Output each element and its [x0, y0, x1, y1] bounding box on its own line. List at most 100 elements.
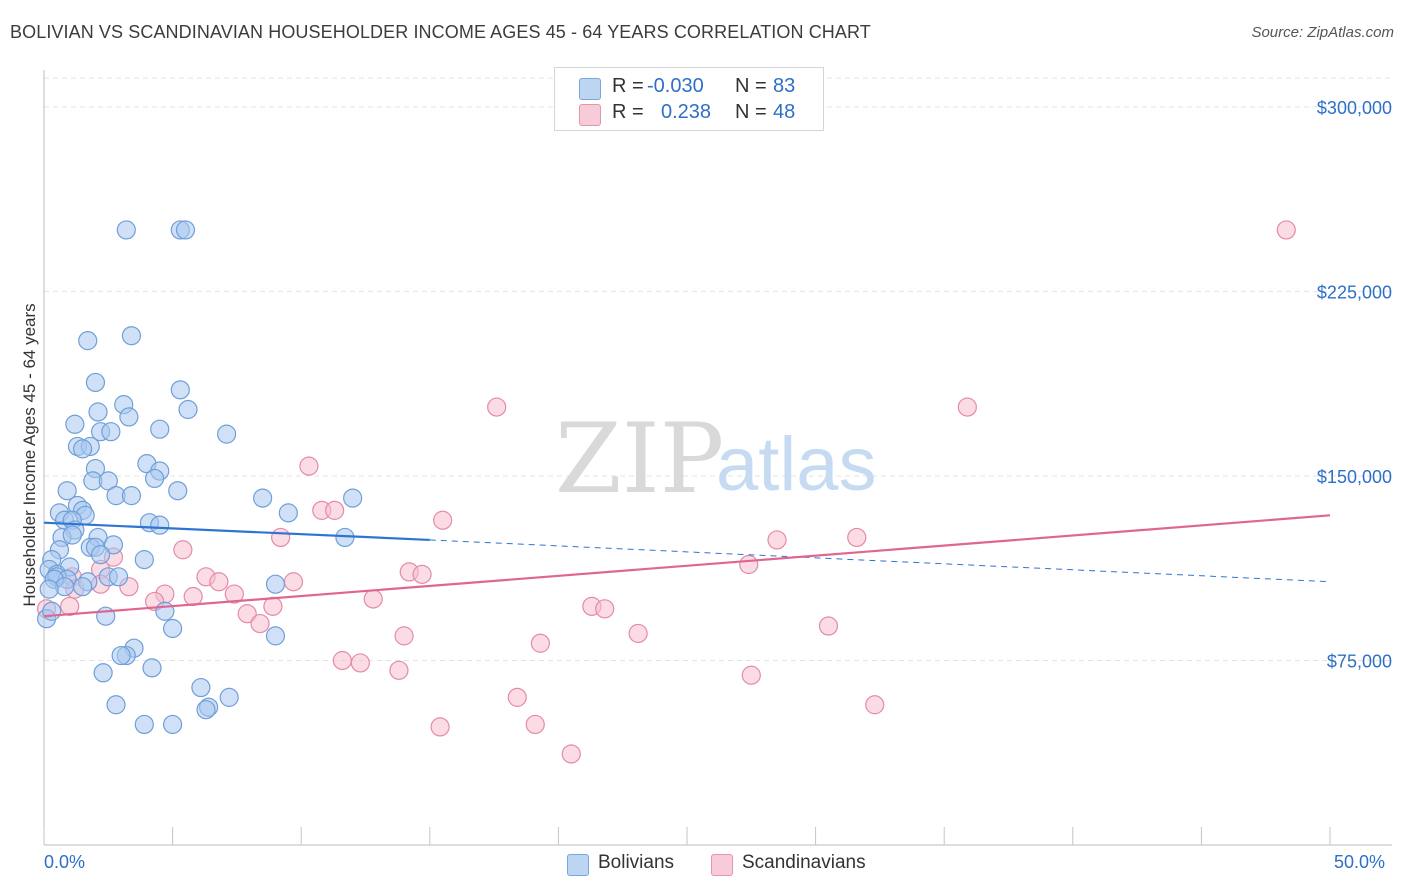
scandinavians-point	[433, 510, 453, 530]
scandinavians-point	[530, 633, 550, 653]
bolivians-point	[134, 550, 154, 570]
scandinavians-point	[224, 584, 244, 604]
scandinavians-point	[847, 527, 867, 548]
bolivians-point	[168, 481, 188, 501]
scandinavians-point	[389, 660, 409, 680]
bolivians-point	[178, 399, 198, 420]
scandinavians-point	[865, 695, 885, 715]
bolivians-point	[278, 503, 298, 523]
scandinavians-point	[250, 613, 270, 634]
chart-title: BOLIVIAN VS SCANDINAVIAN HOUSEHOLDER INC…	[10, 22, 871, 42]
scandinavians-point	[271, 527, 291, 548]
legend-r-value: -0.030	[647, 75, 704, 97]
bolivians-point	[65, 414, 85, 434]
trend-lines	[43, 514, 1331, 618]
legend-r-value: 0.238	[661, 101, 712, 123]
source-label: Source: ZipAtlas.com	[1251, 24, 1394, 41]
x-tick-label-min: 0.0%	[44, 852, 86, 872]
bolivians-point	[134, 714, 154, 735]
bolivians-point	[163, 618, 183, 639]
scandinavians-point	[363, 589, 383, 609]
gridlines	[44, 77, 1392, 661]
legend-swatch-bolivians	[579, 78, 601, 100]
bolivians-point	[219, 687, 239, 707]
bottom-legend-swatch-bolivians	[567, 854, 589, 876]
bolivians-trend-line	[43, 521, 430, 542]
bolivians-point	[265, 574, 286, 594]
scandinavians-point	[332, 650, 352, 671]
scandinavians-point	[525, 714, 545, 735]
y-tick-label: $75,000	[1327, 651, 1392, 671]
scandinavians-point	[325, 500, 345, 520]
legend-r-label: R =	[612, 75, 644, 97]
bolivians-point	[111, 645, 131, 666]
scandinavians-point	[1276, 220, 1296, 240]
bolivians-point	[155, 601, 175, 621]
scandinavians-point	[430, 717, 450, 737]
scandinavians-point	[60, 596, 80, 616]
scandinavians-point	[507, 687, 527, 707]
bolivians-points	[36, 220, 363, 735]
y-tick-labels: $75,000 $150,000 $225,000 $300,000	[1317, 98, 1392, 672]
scandinavians-point	[487, 397, 507, 417]
bolivians-point	[106, 695, 126, 715]
bolivians-point	[163, 714, 183, 735]
bolivians-point	[108, 567, 129, 587]
scandinavians-point	[209, 572, 229, 592]
scandinavians-point	[299, 456, 319, 476]
scandinavians-trend-line	[43, 514, 1331, 618]
legend-row-scandinavians: R = 0.238 N = 48	[555, 101, 823, 127]
watermark-atlas: atlas	[716, 422, 877, 507]
scandinavians-point	[412, 564, 432, 584]
watermark: ZIP atlas	[555, 403, 877, 515]
bottom-legend-swatch-scandinavians	[711, 854, 733, 876]
axes	[43, 70, 1392, 846]
bolivians-point	[150, 419, 170, 439]
bolivians-point	[88, 402, 108, 422]
bolivians-point	[175, 220, 196, 240]
legend-n-value: 83	[773, 75, 796, 97]
scandinavians-point	[818, 616, 839, 636]
bottom-legend-label-bolivians: Bolivians	[598, 852, 675, 873]
scandinavians-points	[36, 220, 1296, 764]
bolivians-point	[119, 407, 139, 427]
scandinavians-point	[394, 626, 414, 646]
scandinavians-point	[741, 665, 761, 685]
bottom-legend-label-scandinavians: Scandinavians	[742, 852, 866, 873]
scandinavians-point	[237, 604, 257, 624]
scandinavians-point	[263, 596, 283, 616]
bolivians-point	[196, 700, 216, 720]
legend-n-label: N =	[735, 75, 767, 97]
bolivians-point	[103, 535, 124, 555]
bolivians-point	[343, 488, 363, 508]
bolivians-trend-extension	[429, 539, 1331, 583]
bolivians-point	[39, 579, 59, 599]
scandinavians-point	[739, 554, 759, 575]
scandinavians-point	[183, 586, 203, 607]
scandinavians-point	[350, 653, 370, 673]
bolivians-point	[57, 481, 77, 501]
legend-swatch-scandinavians	[579, 104, 601, 126]
scandinavians-point	[595, 599, 615, 619]
bolivians-point	[144, 468, 165, 489]
bolivians-point	[42, 601, 62, 621]
legend-n-label: N =	[735, 101, 767, 123]
bolivians-point	[121, 486, 142, 506]
bolivians-point	[93, 663, 113, 683]
bolivians-point	[98, 471, 118, 491]
scandinavians-point	[767, 530, 787, 550]
bolivians-point	[170, 380, 190, 400]
y-tick-label: $300,000	[1317, 98, 1392, 118]
bolivians-point	[62, 525, 82, 545]
bolivians-point	[72, 577, 93, 597]
legend-n-value: 48	[773, 101, 796, 123]
bolivians-point	[265, 626, 286, 646]
scandinavians-point	[957, 397, 977, 417]
scandinavians-point	[628, 623, 648, 644]
bolivians-point	[101, 422, 121, 442]
bolivians-point	[121, 326, 142, 346]
x-tick-label-max: 50.0%	[1334, 852, 1386, 872]
scandinavians-point	[283, 572, 304, 592]
bolivians-point	[90, 545, 111, 565]
watermark-zip: ZIP	[555, 403, 724, 515]
